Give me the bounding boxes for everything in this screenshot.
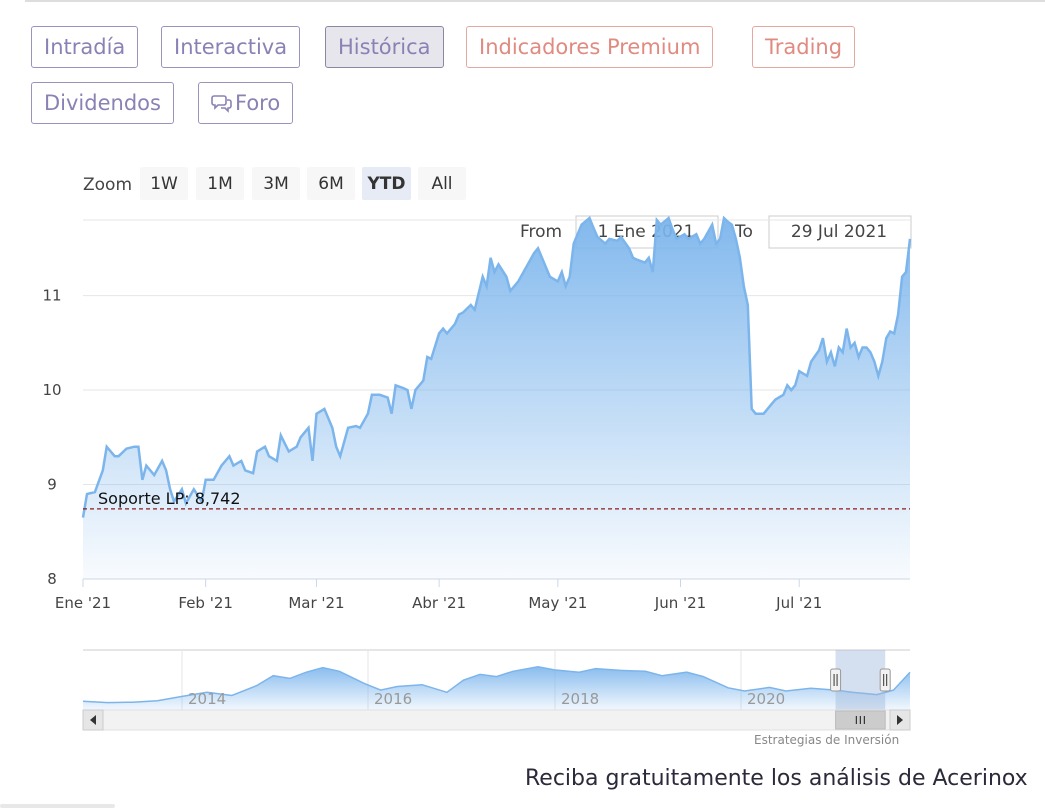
navigator-year-label: 2016 xyxy=(374,690,412,708)
navigator-selection[interactable] xyxy=(835,650,886,710)
scrollbar-grip-icon xyxy=(855,716,865,724)
zoom-button-label-all: All xyxy=(431,174,452,194)
navigator-labels: 2014 2016 2018 2020 xyxy=(188,690,785,708)
zoom-button-label-ytd: YTD xyxy=(366,174,405,194)
tab-trading[interactable]: Trading xyxy=(752,26,856,68)
navigator-year-label: 2020 xyxy=(747,690,785,708)
navigator-line xyxy=(82,666,911,704)
tab-foro[interactable]: Foro xyxy=(198,82,294,124)
x-tick-label: Jun '21 xyxy=(654,594,706,612)
navigator-handle-left[interactable] xyxy=(830,668,842,692)
y-axis: 8 9 10 11 xyxy=(42,287,61,588)
x-tick-label: Abr '21 xyxy=(412,594,466,612)
y-tick-label: 8 xyxy=(47,570,57,588)
tab-foro-label: Foro xyxy=(235,91,281,115)
navigator-year-label: 2018 xyxy=(561,690,599,708)
scroll-left-arrow-icon xyxy=(90,715,96,725)
price-line xyxy=(81,215,912,518)
tab-interactiva[interactable]: Interactiva xyxy=(161,26,301,68)
scrollbar-track[interactable] xyxy=(82,709,911,731)
promo-text: Reciba gratuitamente los análisis de Ace… xyxy=(525,766,1028,791)
zoom-button-label-3m: 3M xyxy=(263,174,288,194)
zoom-button-label-6m: 6M xyxy=(318,174,343,194)
zoom-button-3m[interactable] xyxy=(252,167,300,200)
scroll-right-arrow-icon xyxy=(897,715,903,725)
zoom-button-1w[interactable] xyxy=(140,167,188,200)
x-tick-label: Ene '21 xyxy=(55,594,111,612)
to-date-value: 29 Jul 2021 xyxy=(791,222,887,242)
navigator[interactable]: 2014 2016 2018 2020 xyxy=(82,649,911,710)
zoom-label: Zoom xyxy=(83,175,132,195)
top-divider xyxy=(25,0,1045,2)
zoom-button-label-1w: 1W xyxy=(150,174,178,194)
x-tick-label: Jul '21 xyxy=(775,594,822,612)
speech-bubbles-icon xyxy=(211,95,232,113)
price-chart: Zoom 1W 1M 3M 6M YTD All From 1 Ene 2021 To 2… xyxy=(42,167,912,731)
price-area xyxy=(83,218,910,579)
handle-box xyxy=(879,668,891,692)
y-tick-label: 9 xyxy=(47,476,57,494)
y-tick-label: 11 xyxy=(42,287,61,305)
zoom-buttons: 1W 1M 3M 6M YTD All xyxy=(140,167,466,200)
zoom-button-label-1m: 1M xyxy=(207,174,232,194)
zoom-button-ytd[interactable] xyxy=(362,167,411,200)
tab-indicadores-premium[interactable]: Indicadores Premium xyxy=(466,26,714,68)
zoom-button-6m[interactable] xyxy=(307,167,355,200)
tab-intradia[interactable]: Intradía xyxy=(31,26,139,68)
zoom-button-1m[interactable] xyxy=(196,167,244,200)
from-label: From xyxy=(520,222,562,242)
tab-historica[interactable]: Histórica xyxy=(325,26,444,68)
tab-dividendos[interactable]: Dividendos xyxy=(31,82,174,124)
support-label: Soporte LP: 8,742 xyxy=(98,489,241,508)
to-label: To xyxy=(734,222,753,242)
navigator-area xyxy=(83,666,910,710)
x-tick-label: May '21 xyxy=(528,594,587,612)
bottom-divider xyxy=(0,804,115,808)
x-axis: Ene '21 Feb '21 Mar '21 Abr '21 May '21 Jun '… xyxy=(55,579,822,612)
navigator-handle-right[interactable] xyxy=(879,668,891,692)
x-tick-label: Mar '21 xyxy=(288,594,344,612)
navigator-year-label: 2014 xyxy=(188,690,226,708)
chart-credits[interactable]: Estrategias de Inversión xyxy=(754,733,900,747)
y-tick-label: 10 xyxy=(42,381,61,399)
scrollbar[interactable] xyxy=(82,709,911,731)
x-tick-label: Feb '21 xyxy=(178,594,233,612)
zoom-button-all[interactable] xyxy=(418,167,466,200)
to-date-input[interactable] xyxy=(768,215,912,249)
handle-box xyxy=(830,668,842,692)
